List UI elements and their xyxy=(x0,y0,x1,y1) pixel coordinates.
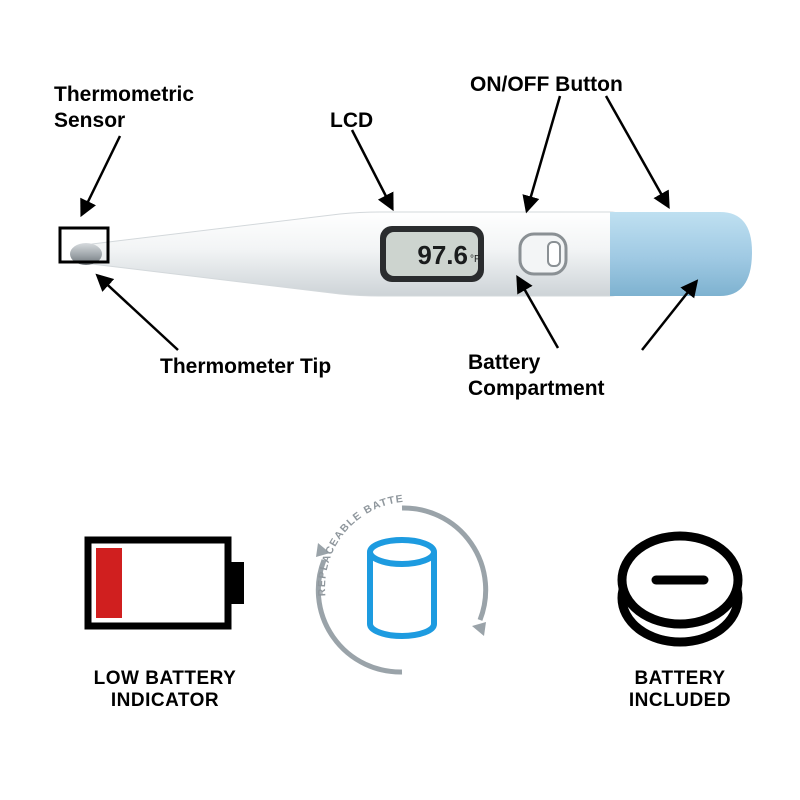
caption-coin-cell: BATTERY INCLUDED xyxy=(600,668,760,712)
on-off-button[interactable] xyxy=(520,234,566,274)
caption-low-battery: LOW BATTERY INDICATOR xyxy=(70,668,260,712)
diagram-stage: 97.6 °F xyxy=(0,0,800,800)
label-sensor: Thermometric Sensor xyxy=(54,82,194,135)
label-tip: Thermometer Tip xyxy=(160,354,331,380)
label-lcd: LCD xyxy=(330,108,373,134)
lcd-display: 97.6 °F xyxy=(380,226,484,282)
battery-compartment xyxy=(610,212,752,296)
low-battery-icon xyxy=(88,540,244,626)
coin-cell-icon xyxy=(622,536,738,642)
label-onoff: ON/OFF Button xyxy=(470,72,623,98)
label-battery: Battery Compartment xyxy=(468,350,605,403)
thermometer: 97.6 °F xyxy=(70,212,752,296)
lcd-unit: °F xyxy=(470,254,480,265)
lcd-reading: 97.6 xyxy=(417,240,468,270)
